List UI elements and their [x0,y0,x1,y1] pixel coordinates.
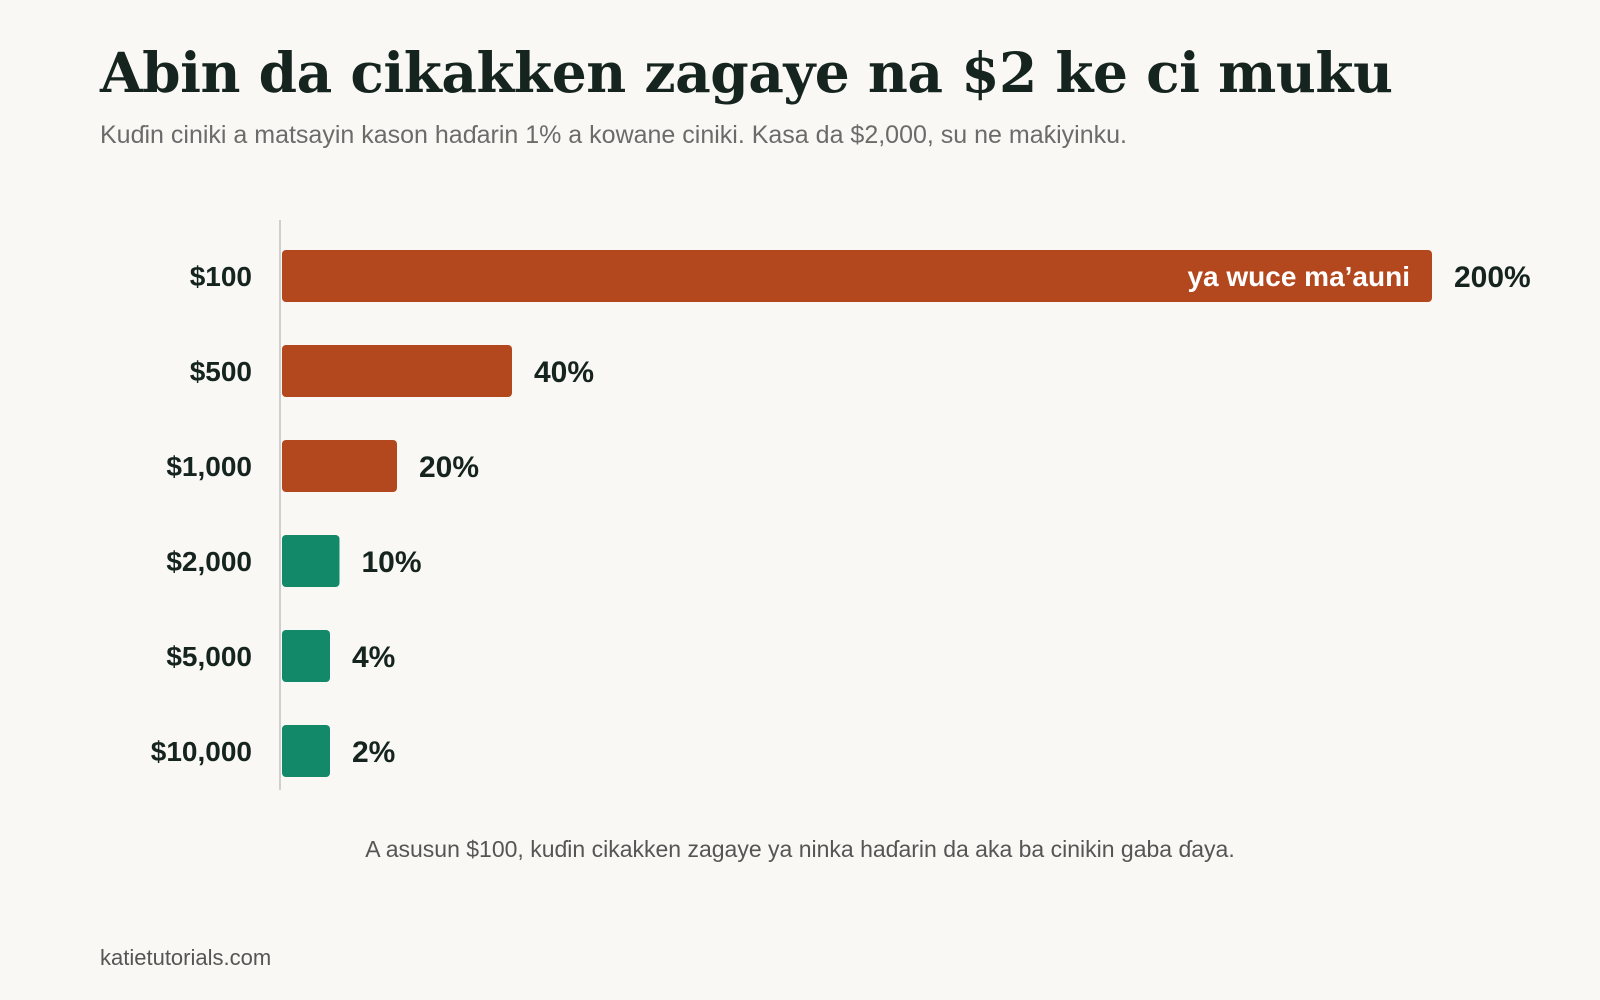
bar-100 [282,250,1432,302]
category-label-5000: $5,000 [166,641,252,672]
category-label-1000: $1,000 [166,451,252,482]
category-label-500: $500 [190,356,252,387]
bar-2000 [282,535,340,587]
category-label-100: $100 [190,261,252,292]
bar-annotation-100: ya wuce ma’auni [1187,261,1410,292]
chart-note: A asusun $100, kuɗin cikakken zagaye ya … [365,836,1235,862]
value-label-500: 40% [534,356,594,389]
chart-subtitle: Kuɗin ciniki a matsayin kason haɗarin 1%… [100,121,1127,149]
value-label-1000: 20% [419,451,479,484]
value-label-100: 200% [1454,261,1531,294]
category-label-10000: $10,000 [151,736,252,767]
bars-layer: $100 200% ya wuce ma’auni $500 40% $1,000 20% $… [151,250,1531,777]
source-credit: katietutorials.com [100,945,272,970]
value-label-2000: 10% [362,546,422,579]
bar-10000 [282,725,330,777]
chart-title: Abin da cikakken zagaye na $2 ke ci muku [100,40,1393,105]
bar-500 [282,345,512,397]
value-label-10000: 2% [352,736,395,769]
bar-1000 [282,440,397,492]
category-label-2000: $2,000 [166,546,252,577]
bar-5000 [282,630,330,682]
value-label-5000: 4% [352,641,395,674]
